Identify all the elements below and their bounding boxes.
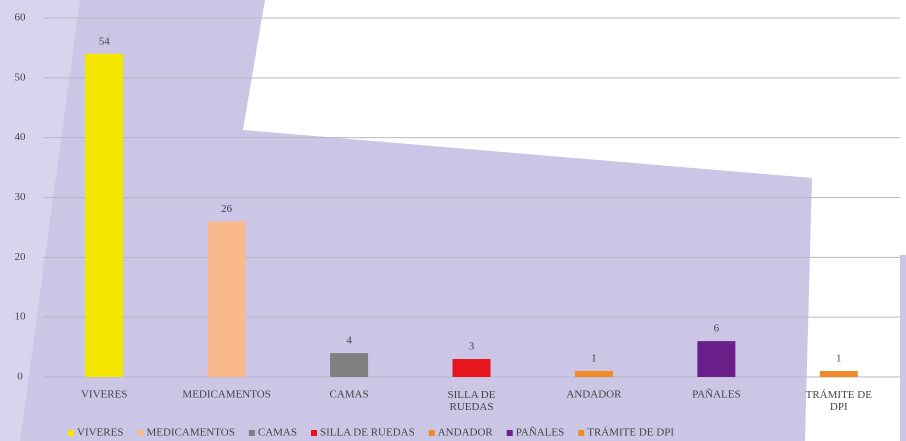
legend-swatch <box>137 430 144 436</box>
y-tick-label: 40 <box>15 131 27 143</box>
x-tick-label: MEDICAMENTOS <box>182 389 270 401</box>
bar <box>819 371 858 377</box>
legend-label: PAÑALES <box>516 427 565 439</box>
legend-label: MEDICAMENTOS <box>146 427 234 439</box>
y-tick-label: 20 <box>15 251 27 263</box>
value-label: 3 <box>469 341 475 353</box>
legend-swatch <box>68 430 74 436</box>
decor-shape <box>0 0 812 441</box>
x-tick-label: CAMAS <box>330 389 369 401</box>
x-tick-label: PAÑALES <box>692 389 741 401</box>
bar <box>452 359 491 377</box>
legend-swatch <box>248 430 255 436</box>
value-label: 6 <box>714 323 720 335</box>
legend-label: VIVERES <box>77 427 123 439</box>
bar <box>574 371 613 377</box>
value-label: 26 <box>221 203 233 215</box>
bar <box>330 353 369 377</box>
value-label: 1 <box>591 353 597 365</box>
legend-label: TRÁMITE DE DPI <box>587 427 674 439</box>
x-tick-label: SILLA DE RUEDAS <box>448 389 496 413</box>
legend-swatch <box>506 430 513 436</box>
value-label: 4 <box>346 335 352 347</box>
bar <box>697 341 736 377</box>
decor-shape <box>0 0 80 441</box>
y-tick-label: 0 <box>17 371 23 383</box>
x-tick-label: ANDADOR <box>566 389 622 401</box>
value-label: 54 <box>99 35 111 47</box>
value-label: 1 <box>836 353 842 365</box>
y-tick-label: 30 <box>15 191 27 203</box>
y-tick-label: 50 <box>15 71 27 83</box>
y-tick-label: 60 <box>15 12 27 24</box>
legend-label: ANDADOR <box>438 427 494 439</box>
bar <box>85 53 124 378</box>
legend-swatch <box>578 430 585 436</box>
legend-label: CAMAS <box>258 427 297 439</box>
y-tick-label: 10 <box>15 311 27 323</box>
legend-label: SILLA DE RUEDAS <box>320 427 415 439</box>
legend-swatch <box>428 430 435 436</box>
x-tick-label: VIVERES <box>81 389 127 401</box>
x-tick-label: TRÁMITE DE DPI <box>806 389 873 413</box>
bar <box>207 221 246 377</box>
legend-swatch <box>311 430 317 436</box>
